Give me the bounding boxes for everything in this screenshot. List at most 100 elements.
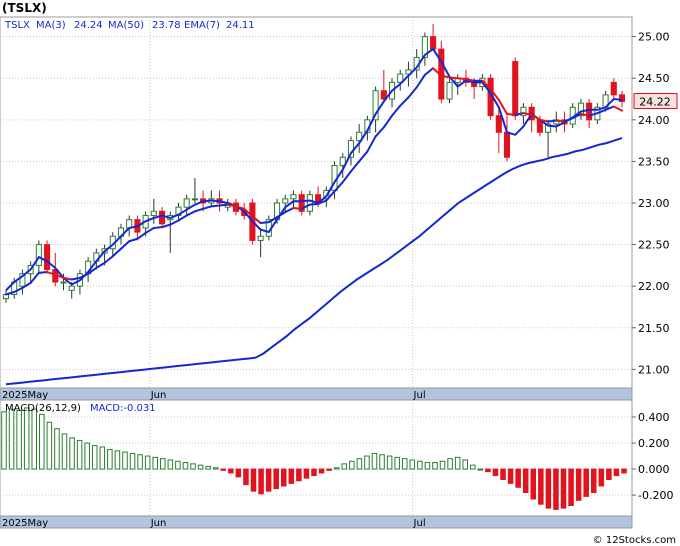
macd-bar-negative [575,468,582,501]
macd-bar-negative [568,468,574,506]
ma3-line [5,47,623,292]
macd-bar-negative [560,468,567,509]
candle-body-up [282,198,289,204]
macd-bar-negative [228,468,234,474]
ema7-segment [177,214,188,222]
candle-body-up [446,81,453,100]
ema7-segment [169,219,180,226]
ema7-segment [54,273,65,279]
macd-bar-positive [401,458,408,470]
ema7-segment [119,240,131,250]
ema7-segment [308,202,320,206]
candle-body-up [397,73,404,83]
ema7-segment [358,150,369,163]
ema7-segment [374,126,385,138]
ema7-segment [448,76,459,80]
price-legend: TSLX MA(3) 24.24 MA(50) 23.78 EMA(7) 24.… [4,20,255,31]
candle-body-up [60,281,67,284]
macd-bar-positive [16,410,22,470]
ema7-segment [432,67,443,77]
macd-bar-positive [417,460,423,470]
legend-symbol: TSLX [4,20,30,31]
macd-bar-positive [454,456,461,470]
price-tick-label: 21.50 [638,322,670,335]
legend-ma3: MA(3) [36,20,66,31]
macd-tick-label: 0.400 [638,411,670,424]
macd-bar-positive [46,421,53,470]
candle [512,57,519,120]
ema7-segment [588,112,599,117]
macd-axis-band [0,515,633,529]
ema7-segment [506,112,517,116]
macd-bar-positive [371,452,378,470]
ema7-segment [29,271,40,284]
price-month-label: 2025May [2,390,48,401]
legend-ema7-value: 24.11 [226,20,255,31]
ema7-segment [300,203,311,210]
candle-body-up [356,131,363,142]
ema7-segment [538,118,550,123]
macd-bar-negative [243,468,249,486]
price-month-label: Jun [150,390,167,401]
macd-bar-positive [341,463,348,470]
price-tick-label: 21.00 [638,363,670,376]
ema7-segment [522,112,533,116]
candle-body-down [610,81,617,96]
macd-bar-positive [439,460,446,470]
ema7-segment [440,74,451,79]
ema7-segment [317,199,328,205]
candle [183,194,190,216]
ema7-segment [5,291,16,296]
macd-bar-positive [447,458,453,470]
macd-bar-negative [621,468,627,474]
candle [372,86,379,133]
macd-legend-label: MACD(26,12,9) [5,403,81,414]
macd-bar-negative [507,468,514,484]
macd-bar-negative [258,468,264,495]
ema7-segment [259,221,270,224]
macd-bar-positive [160,458,166,470]
candle [19,269,26,295]
ema7-segment [423,67,435,76]
macd-bar-negative [530,468,537,500]
ema7-segment [563,117,574,123]
candle-body-down [298,194,305,212]
macd-bar-positive [212,467,219,470]
ema7-segment [243,207,254,218]
macd-bar-negative [598,468,605,487]
candle-body-up [183,198,190,208]
macd-bar-negative [220,468,227,471]
macd-bar-positive [175,460,181,470]
ema7-segment [267,216,279,224]
candle [495,107,502,154]
macd-bar-negative [311,468,317,477]
ema7-segment [78,272,90,279]
macd-bar-positive [129,452,136,470]
ema7-segment [382,114,394,129]
candle [577,99,584,120]
last-price-value: 24.22 [639,96,671,109]
candle-body-up [520,106,527,117]
macd-bar-negative [606,468,612,480]
macd-bar-negative [500,468,506,480]
candle-body-up [35,244,42,266]
candle [306,190,313,216]
ema7-segment [555,119,566,123]
candle-body-down [380,90,387,100]
macd-bar-negative [273,468,279,490]
candle [438,40,445,104]
macd-bar-positive [8,408,15,470]
ema7-segment [276,211,287,219]
macd-bar-negative [265,468,272,492]
candle [356,123,363,154]
macd-bar-positive [69,437,75,470]
ema7-segment [604,105,615,111]
ema7-segment [234,205,246,210]
macd-bar-negative [280,468,287,487]
ema7-segment [210,204,221,208]
macd-bar-positive [99,446,106,470]
macd-legend: MACD(26,12,9) MACD:-0.031 [5,403,156,414]
price-tick-label: 23.50 [638,155,670,168]
candle [298,190,305,216]
